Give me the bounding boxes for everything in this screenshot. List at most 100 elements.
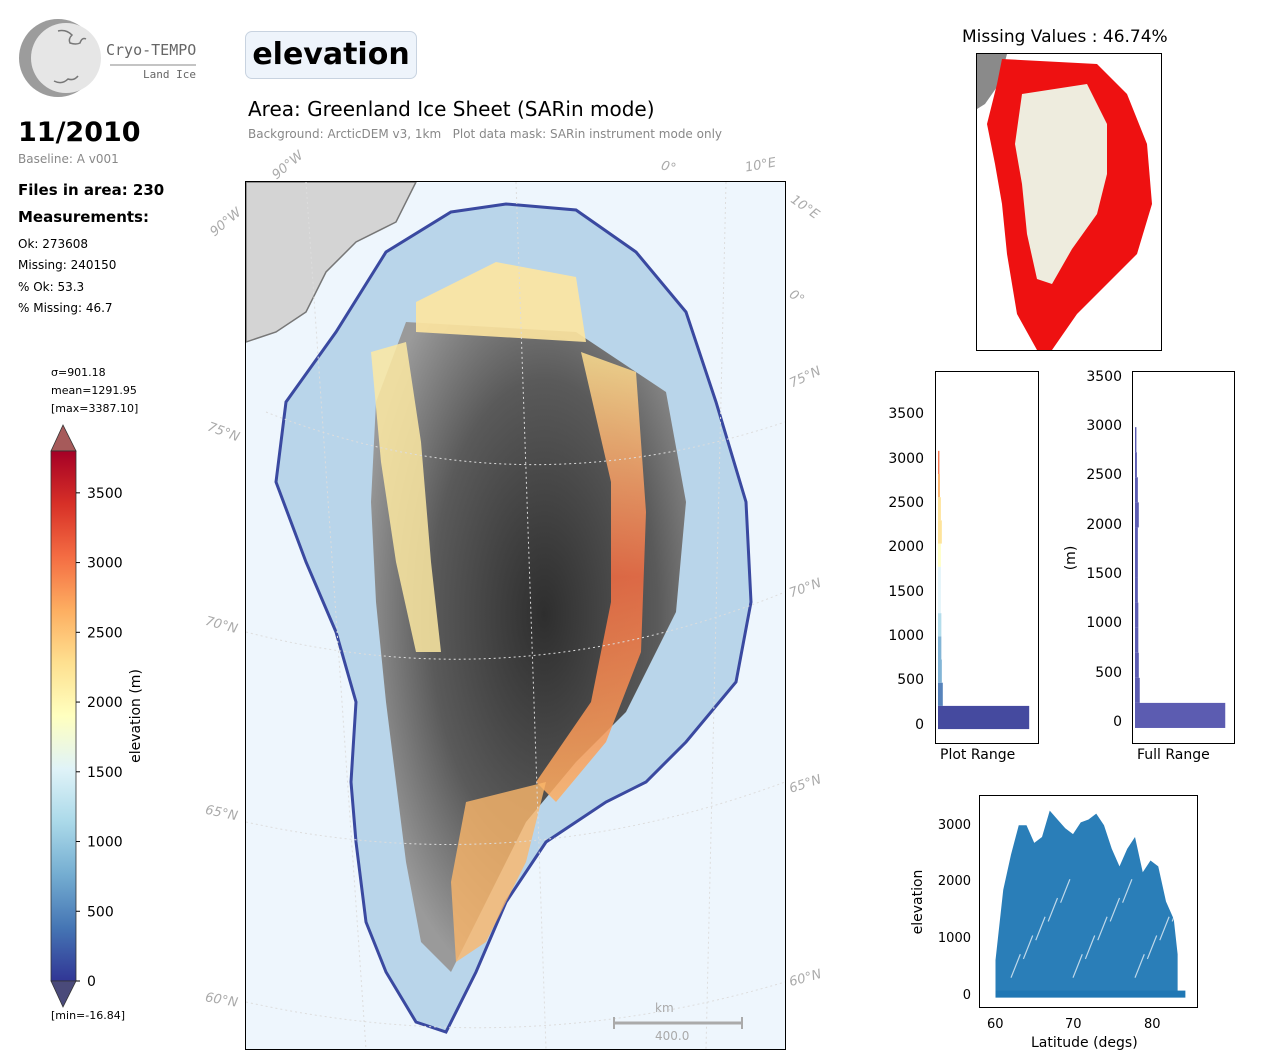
stat-percent-ok: % Ok: 53.3 — [18, 280, 85, 294]
colorbar-ticks: 0 500 1000 1500 2000 2500 3000 3500 — [76, 486, 123, 990]
scatter-xtick: 80 — [1144, 1017, 1161, 1032]
scatter-gap — [1035, 916, 1046, 941]
hist-bar — [938, 636, 942, 660]
scatter-xlabel: Latitude (degs) — [1031, 1035, 1138, 1051]
hist-full-ytick: 500 — [1095, 665, 1122, 681]
lat-label-70-right: 70°N — [787, 575, 824, 602]
hist-full-ylabel: (m) — [1063, 545, 1079, 571]
scalebar-value: 400.0 — [655, 1029, 690, 1043]
scatter-svg — [995, 810, 1186, 998]
scatter-ytick: 2000 — [937, 874, 971, 889]
logo-subtitle: Land Ice — [143, 68, 196, 81]
main-map: km 400.0 — [245, 181, 786, 1050]
hist-bar — [1135, 677, 1140, 703]
missing-canada-land — [977, 54, 1007, 109]
scatter-gap — [1171, 897, 1183, 922]
hist-bar — [938, 450, 940, 475]
missing-ice-interior — [1015, 84, 1107, 284]
lon-label-90w-left: 90°W — [207, 205, 245, 240]
lat-label-65-right: 65°N — [787, 772, 824, 797]
hist-bar — [938, 659, 942, 683]
scatter-gap — [1060, 879, 1071, 903]
greenland-map-svg — [246, 182, 785, 1049]
lon-label-0-right: 0° — [786, 287, 807, 308]
hist-bar — [1135, 602, 1139, 628]
south-tracks — [451, 782, 546, 962]
scalebar — [613, 1017, 743, 1029]
north-tracks — [416, 262, 586, 342]
hist-bar — [938, 682, 943, 706]
colorbar: 0 500 1000 1500 2000 2500 3000 3500 — [50, 424, 123, 1008]
scatter-gap — [1072, 954, 1083, 978]
missing-map-title: Missing Values : 46.74% — [962, 27, 1168, 47]
area-title: Area: Greenland Ice Sheet (SARin mode) — [248, 97, 655, 121]
graticule — [246, 182, 785, 1049]
hist-full-ytick: 1000 — [1086, 615, 1122, 631]
hist-bar — [1135, 502, 1139, 528]
scatter-ytick: 1000 — [937, 931, 971, 946]
hist-full-ytick: 2000 — [1086, 517, 1122, 533]
hist-plot-xlabel: Plot Range — [940, 747, 1016, 763]
hist-plot-ytick: 2000 — [888, 539, 924, 555]
date-heading: 11/2010 — [18, 117, 141, 148]
hist-bar — [1135, 652, 1139, 678]
hist-full-ytick: 3000 — [1086, 418, 1122, 434]
hist-plot-range — [935, 371, 1039, 744]
hist-plot-yticks: 0 500 1000 1500 2000 2500 3000 3500 — [870, 371, 930, 742]
hist-bar — [1135, 427, 1137, 453]
scatter-xtick: 60 — [987, 1017, 1004, 1032]
hist-bar — [1135, 452, 1137, 478]
lat-label-60-left: 60°N — [203, 990, 239, 1011]
scatter-gap — [1097, 916, 1108, 941]
hist-full-range — [1132, 371, 1235, 744]
background-note: Background: ArcticDEM v3, 1km Plot data … — [248, 127, 723, 141]
scatter-ytick: 3000 — [937, 818, 971, 833]
hist-bar — [938, 589, 941, 614]
hist-full-ytick: 2500 — [1086, 467, 1122, 483]
hist-plot-ytick: 2500 — [888, 495, 924, 511]
files-count: Files in area: 230 — [18, 181, 165, 199]
scatter-baseline-band — [995, 990, 1186, 998]
lon-label-90w-top: 90°W — [269, 148, 307, 183]
colorbar-tick-label: 2000 — [87, 695, 123, 711]
lat-label-65-left: 65°N — [203, 802, 239, 825]
west-tracks — [371, 342, 441, 652]
hist-plot-ytick: 3500 — [888, 406, 924, 422]
measurements-heading: Measurements: — [18, 208, 149, 226]
scatter-gap — [1047, 897, 1059, 922]
scatter-gap — [1084, 935, 1096, 960]
baseline-text: Baseline: A v001 — [18, 152, 119, 166]
east-tracks — [536, 352, 646, 802]
hist-bar — [938, 543, 941, 567]
colorbar-tick-label: 3500 — [87, 486, 123, 502]
lat-label-60-right: 60°N — [787, 967, 824, 990]
lat-label-75-right: 75°N — [787, 363, 824, 392]
scatter-gap — [1010, 954, 1021, 978]
ice-sheet — [371, 322, 686, 972]
parameter-title: elevation — [245, 31, 417, 79]
hist-bar — [938, 705, 1030, 730]
cryo-tempo-logo-icon — [19, 19, 196, 97]
scatter-xtick: 70 — [1065, 1017, 1082, 1032]
logo: Cryo-TEMPO Land Ice — [18, 17, 208, 99]
hist-bar — [938, 520, 942, 544]
hist-bar — [1135, 527, 1138, 553]
canada-landmass — [246, 182, 417, 343]
colorbar-min: [min=-16.84] — [51, 1009, 126, 1022]
hist-full-ytick: 0 — [1113, 714, 1122, 730]
hist-plot-ytick: 1500 — [888, 584, 924, 600]
colorbar-tick-label: 0 — [87, 974, 96, 990]
lon-label-0-top: 0° — [659, 158, 678, 177]
hist-bar — [938, 474, 940, 498]
colorbar-min-arrow — [50, 980, 77, 1008]
colorbar-tick-label: 2500 — [87, 625, 123, 641]
scatter-gap — [1134, 954, 1145, 978]
stat-missing: Missing: 240150 — [18, 258, 117, 272]
colorbar-sigma: σ=901.18 — [51, 366, 106, 379]
hist-full-ytick: 3500 — [1086, 369, 1122, 385]
scalebar-unit: km — [655, 1001, 674, 1015]
hist-bar — [938, 566, 941, 590]
scatter-ytick: 0 — [962, 988, 971, 1003]
hist-plot-ytick: 500 — [897, 672, 924, 688]
lon-label-10e-right: 10°E — [787, 192, 822, 223]
